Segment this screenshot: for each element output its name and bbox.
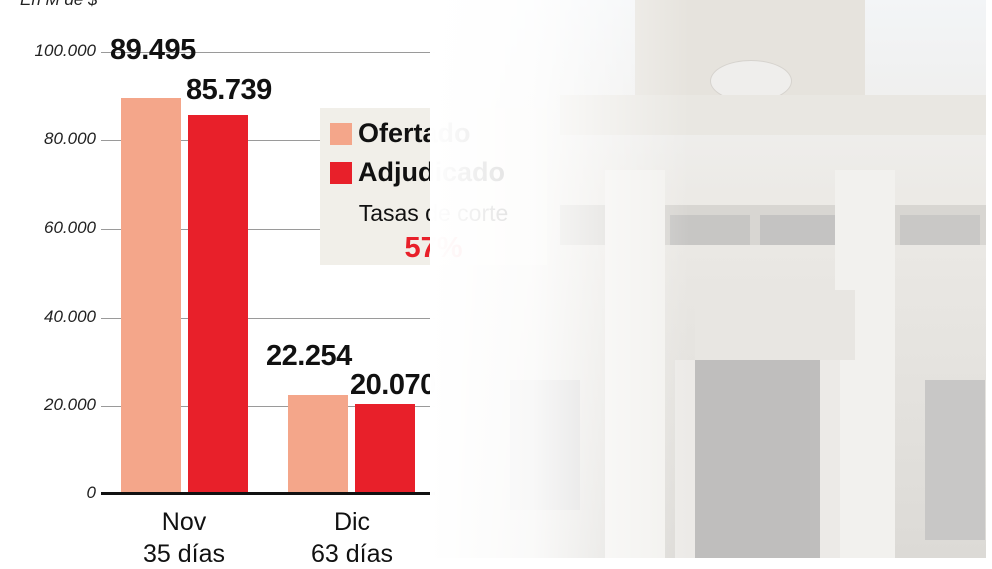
bar-nov-ofertado: [121, 98, 181, 493]
category-label-nov: Nov: [161, 508, 207, 536]
gridline-80000: [101, 140, 435, 141]
bar-dic-adjudicado: [355, 404, 415, 493]
y-tick-80000: 80.000: [44, 129, 96, 148]
gridline-60000: [101, 229, 435, 230]
gridline-100000: [101, 52, 435, 53]
y-tick-100000: 100.000: [34, 41, 96, 60]
gridline-20000: [101, 406, 435, 407]
bar-nov-adjudicado: [188, 114, 248, 493]
photo-fade-overlay: [430, 0, 690, 558]
value-label-dic-ofertado: 22.254: [266, 340, 352, 372]
background-building-photo: [430, 0, 986, 558]
category-label-dic: Dic: [333, 508, 371, 536]
x-axis-baseline: [101, 492, 435, 495]
legend-swatch-ofertado: [330, 122, 352, 145]
right-margin: [986, 0, 992, 558]
category-sublabel-nov: 35 días: [142, 540, 225, 568]
bar-dic-ofertado: [288, 394, 348, 493]
y-tick-40000: 40.000: [44, 307, 96, 326]
value-label-dic-adjudicado: 20.070: [350, 369, 436, 401]
unit-label: En M de $: [20, 0, 98, 10]
value-label-nov-ofertado: 89.495: [110, 34, 196, 66]
category-sublabel-dic: 63 días: [310, 540, 393, 568]
gridline-40000: [101, 318, 435, 319]
legend-swatch-adjudicado: [330, 161, 352, 184]
y-tick-20000: 20.000: [44, 395, 96, 414]
y-tick-60000: 60.000: [44, 218, 96, 237]
y-tick-0: 0: [86, 483, 96, 502]
value-label-nov-adjudicado: 85.739: [186, 74, 272, 106]
